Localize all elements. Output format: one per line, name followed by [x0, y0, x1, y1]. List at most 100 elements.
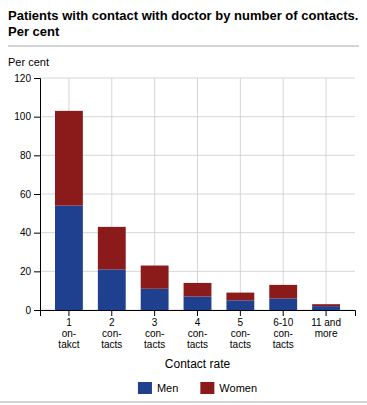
separator [8, 46, 359, 47]
x-tick: 3con-tacts [144, 310, 165, 350]
y-tick-mark [34, 78, 40, 79]
y-tick: 100 [14, 111, 40, 122]
x-tick-mark [240, 310, 241, 316]
y-tick: 40 [20, 227, 40, 238]
text-line: Patients with contact with doctor by num… [8, 8, 358, 23]
x-tick-label-line: con- [145, 328, 164, 339]
y-tick: 80 [20, 150, 40, 161]
y-axis-label: Per cent [8, 56, 49, 68]
legend-label: Men [157, 382, 178, 394]
x-tick-mark [68, 310, 69, 316]
legend-label: Women [219, 382, 257, 394]
x-tick: 6-10con-tacts [273, 310, 294, 350]
x-tick-label: 11 andmore [311, 317, 341, 339]
x-tick-label: 1on-takct [58, 317, 79, 350]
x-tick: 1on-takct [58, 310, 79, 350]
y-axis-line [34, 79, 41, 311]
x-tick-label-line: on- [62, 328, 76, 339]
x-tick-label: 4con-tacts [187, 317, 208, 350]
x-axis-line [41, 311, 356, 317]
bar [98, 227, 126, 270]
bar [184, 283, 212, 297]
y-tick: 20 [20, 266, 40, 277]
x-tick-label-line: tacts [273, 339, 294, 350]
legend-swatch [200, 382, 214, 394]
y-tick-label: 0 [25, 305, 31, 316]
y-tick-mark [34, 233, 40, 234]
bar [141, 266, 169, 289]
y-tick-label: 80 [20, 150, 32, 161]
x-tick-label-line: 5 [238, 317, 244, 328]
grid-line-x [283, 78, 284, 310]
bar [55, 111, 83, 206]
x-tick-label-line: tacts [101, 339, 122, 350]
y-tick-mark [34, 155, 40, 156]
x-tick-label-line: tacts [144, 339, 165, 350]
grid [40, 78, 355, 310]
x-tick-label-line: takct [58, 339, 79, 350]
x-tick: 11 andmore [311, 310, 341, 339]
y-tick: 60 [20, 189, 40, 200]
legend-item: Men [138, 382, 178, 394]
legend-item: Women [200, 382, 257, 394]
y-tick: 120 [14, 73, 40, 84]
chart: Patients with contact with doctor by num… [0, 0, 367, 405]
x-tick-label-line: 11 and [311, 317, 341, 328]
y-tick: 0 [25, 305, 40, 316]
bar [55, 206, 83, 310]
y-tick-mark [34, 310, 40, 311]
x-tick-label-line: 3 [152, 317, 158, 328]
bottom-rule [0, 402, 367, 403]
x-tick-label-line: more [315, 328, 338, 339]
series [55, 206, 340, 310]
x-tick-label-line: 6-10 [273, 317, 293, 328]
x-tick: 2con-tacts [101, 310, 122, 350]
bar [312, 306, 340, 310]
legend: Men Women [138, 382, 257, 394]
bars [55, 111, 340, 310]
x-tick-label-line: con- [188, 328, 207, 339]
x-tick-mark [154, 310, 155, 316]
bar [312, 304, 340, 306]
grid-line-x [326, 78, 327, 310]
y-tick-label: 100 [14, 111, 31, 122]
y-tick-mark [34, 117, 40, 118]
series [55, 111, 340, 306]
y-tick-label: 60 [20, 189, 32, 200]
x-tick-label-line: 2 [109, 317, 115, 328]
y-tick-mark [34, 194, 40, 195]
bar [269, 298, 297, 310]
y-tick-label: 120 [14, 73, 31, 84]
x-tick-label: 3con-tacts [144, 317, 165, 350]
x-tick-label-line: tacts [230, 339, 251, 350]
x-tick-label-line: 4 [195, 317, 201, 328]
bar [226, 293, 254, 301]
x-tick-mark [326, 310, 327, 316]
y-axis: 0 20 40 60 80 100 120 [14, 73, 40, 316]
y-tick-label: 40 [20, 227, 32, 238]
x-tick-label: 6-10con-tacts [273, 317, 294, 350]
x-tick-label-line: 1 [66, 317, 72, 328]
bar [184, 296, 212, 310]
x-axis: 1on-takct2con-tacts3con-tacts4con-tacts5… [41, 310, 356, 350]
title: Patients with contact with doctor by num… [8, 8, 358, 23]
x-tick-label-line: con- [231, 328, 250, 339]
x-tick-mark [111, 310, 112, 316]
subtitle: Per cent [8, 24, 60, 39]
x-tick-label-line: con- [102, 328, 121, 339]
x-tick-label: 5con-tacts [230, 317, 251, 350]
grid-line-x [197, 78, 198, 310]
x-tick-mark [283, 310, 284, 316]
bar [98, 269, 126, 310]
x-tick-label-line: tacts [187, 339, 208, 350]
legend-swatch [138, 382, 152, 394]
x-tick-mark [197, 310, 198, 316]
y-tick-mark [34, 271, 40, 272]
bar [226, 300, 254, 310]
x-tick-label-line: con- [273, 328, 292, 339]
bar [141, 289, 169, 310]
x-tick-label: 2con-tacts [101, 317, 122, 350]
bar [269, 285, 297, 299]
x-tick: 4con-tacts [187, 310, 208, 350]
grid-line-x [240, 78, 241, 310]
